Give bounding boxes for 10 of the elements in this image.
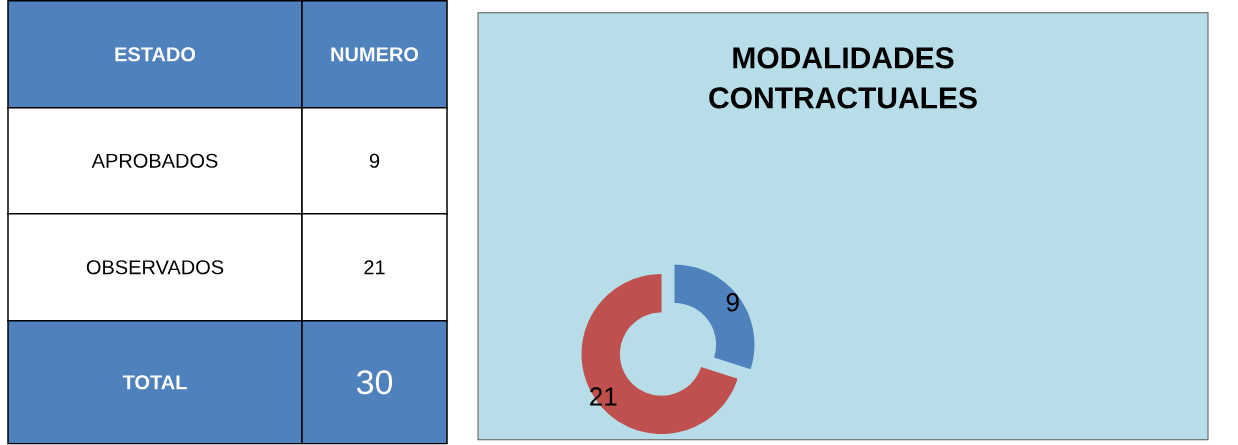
text: APROBADOS — [91, 153, 218, 169]
text: 21 — [364, 260, 385, 275]
text: TOTAL — [122, 375, 187, 390]
text: OBSERVADOS — [86, 260, 224, 275]
text: 9 — [369, 153, 380, 169]
text: 30 — [356, 370, 393, 395]
text: NUMERO — [331, 47, 419, 62]
text: MODALIDADES CONTRACTUALES — [709, 47, 977, 109]
text: ESTADO — [115, 47, 196, 62]
data-label: 9 — [726, 293, 739, 312]
